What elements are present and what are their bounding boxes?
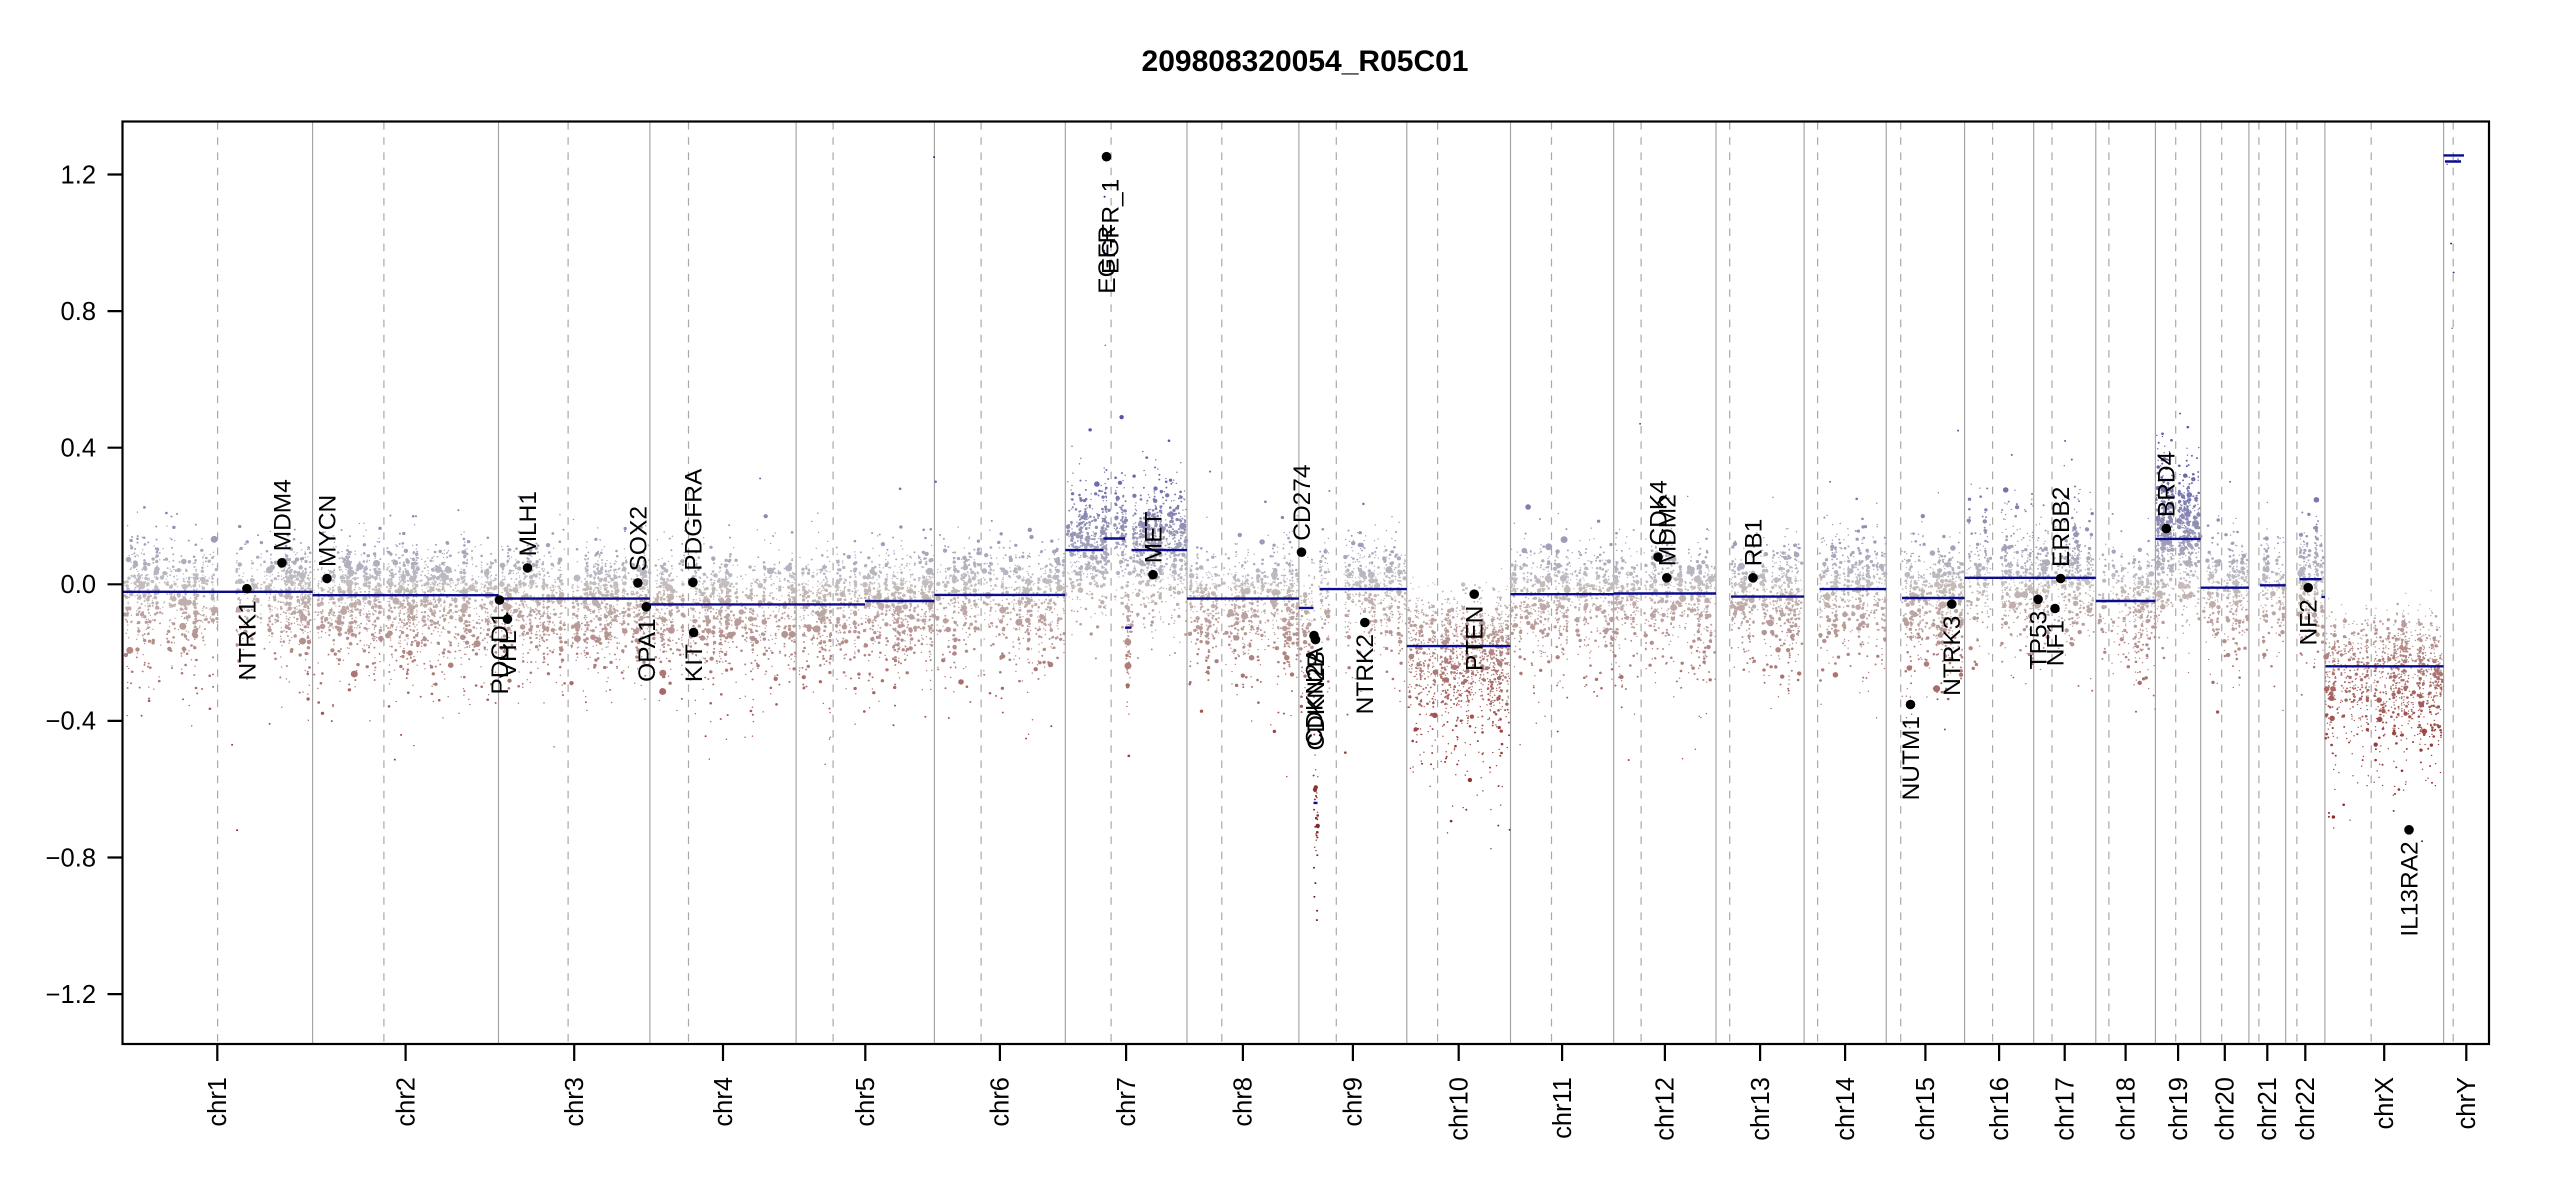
svg-text:VHL: VHL <box>495 631 522 679</box>
svg-text:SOX2: SOX2 <box>625 506 652 571</box>
svg-text:1.2: 1.2 <box>61 161 96 189</box>
svg-text:chr18: chr18 <box>2112 1077 2140 1141</box>
svg-text:PTEN: PTEN <box>1462 606 1489 671</box>
svg-text:EGFR: EGFR <box>1094 226 1121 294</box>
svg-text:MET: MET <box>1140 511 1167 563</box>
svg-text:NTRK2: NTRK2 <box>1352 634 1379 714</box>
svg-text:TP53: TP53 <box>2026 611 2053 670</box>
svg-text:PDGFRA: PDGFRA <box>680 468 707 571</box>
svg-text:OPA1: OPA1 <box>634 618 661 682</box>
svg-text:EGFR_1: EGFR_1 <box>1097 179 1124 274</box>
svg-text:chr7: chr7 <box>1113 1077 1141 1127</box>
svg-text:chr3: chr3 <box>561 1077 589 1127</box>
svg-text:NTRK1: NTRK1 <box>234 600 261 680</box>
svg-text:CDKN2A: CDKN2A <box>1301 646 1328 746</box>
svg-text:chr15: chr15 <box>1912 1077 1940 1141</box>
svg-text:MDM4: MDM4 <box>269 479 296 551</box>
svg-text:0.4: 0.4 <box>61 434 96 462</box>
svg-text:chr9: chr9 <box>1340 1077 1368 1127</box>
svg-text:chr11: chr11 <box>1549 1077 1577 1139</box>
svg-text:−1.2: −1.2 <box>46 981 96 1009</box>
svg-text:NF2: NF2 <box>2296 599 2323 645</box>
svg-text:NTRK3: NTRK3 <box>1939 616 1966 696</box>
svg-text:chr20: chr20 <box>2212 1077 2240 1141</box>
svg-text:chr19: chr19 <box>2165 1077 2193 1141</box>
svg-text:chr2: chr2 <box>392 1077 420 1127</box>
svg-text:−0.4: −0.4 <box>46 708 96 736</box>
svg-text:MDM2: MDM2 <box>1654 494 1681 566</box>
svg-text:CDK4: CDK4 <box>1646 480 1673 545</box>
svg-text:chr13: chr13 <box>1747 1077 1775 1141</box>
svg-text:ERBB2: ERBB2 <box>2048 487 2075 567</box>
svg-text:0.0: 0.0 <box>61 571 96 599</box>
svg-text:IL13RA2: IL13RA2 <box>2396 841 2423 936</box>
svg-text:NF1: NF1 <box>2042 620 2069 666</box>
svg-text:RB1: RB1 <box>1740 519 1767 567</box>
svg-text:MLH1: MLH1 <box>515 491 542 556</box>
svg-text:chr4: chr4 <box>710 1077 738 1127</box>
svg-text:chr10: chr10 <box>1445 1077 1473 1141</box>
svg-text:0.8: 0.8 <box>61 298 96 326</box>
svg-text:chr14: chr14 <box>1832 1077 1860 1141</box>
svg-text:chrX: chrX <box>2371 1077 2399 1129</box>
svg-text:chr16: chr16 <box>1986 1077 2014 1141</box>
svg-text:−0.8: −0.8 <box>46 844 96 872</box>
svg-text:chr17: chr17 <box>2051 1077 2079 1141</box>
svg-text:chr8: chr8 <box>1230 1077 1258 1127</box>
svg-text:PDCD1: PDCD1 <box>487 612 514 695</box>
svg-text:NUTM1: NUTM1 <box>1898 716 1925 800</box>
svg-text:chr5: chr5 <box>852 1077 880 1127</box>
svg-text:chr12: chr12 <box>1652 1077 1680 1141</box>
svg-text:chr6: chr6 <box>987 1077 1015 1127</box>
svg-text:chrY: chrY <box>2453 1077 2481 1129</box>
svg-text:chr1: chr1 <box>204 1077 232 1127</box>
svg-text:CDKN2B: CDKN2B <box>1303 651 1330 750</box>
svg-text:209808320054_R05C01: 209808320054_R05C01 <box>1142 45 1469 78</box>
svg-text:MYCN: MYCN <box>314 495 341 567</box>
svg-text:chr21: chr21 <box>2254 1077 2282 1141</box>
svg-text:KIT: KIT <box>681 644 708 682</box>
svg-text:chr22: chr22 <box>2292 1077 2320 1141</box>
svg-text:CD274: CD274 <box>1289 464 1316 540</box>
svg-text:BRD4: BRD4 <box>2154 452 2181 517</box>
